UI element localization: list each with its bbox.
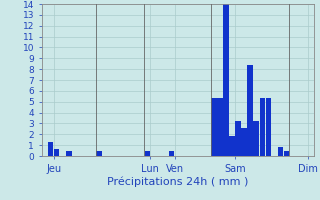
Bar bbox=[145, 151, 150, 156]
Bar bbox=[223, 4, 229, 156]
Bar bbox=[247, 65, 253, 156]
Bar bbox=[229, 136, 235, 156]
Bar bbox=[96, 151, 102, 156]
Bar bbox=[266, 98, 271, 156]
Bar bbox=[260, 98, 265, 156]
Bar bbox=[169, 151, 174, 156]
Bar bbox=[235, 121, 241, 156]
Bar bbox=[278, 147, 283, 156]
Bar bbox=[48, 142, 53, 156]
X-axis label: Précipitations 24h ( mm ): Précipitations 24h ( mm ) bbox=[107, 176, 248, 187]
Bar bbox=[284, 151, 289, 156]
Bar bbox=[253, 121, 259, 156]
Bar bbox=[211, 98, 217, 156]
Bar bbox=[217, 98, 223, 156]
Bar bbox=[54, 149, 60, 156]
Bar bbox=[241, 128, 247, 156]
Bar bbox=[66, 151, 72, 156]
